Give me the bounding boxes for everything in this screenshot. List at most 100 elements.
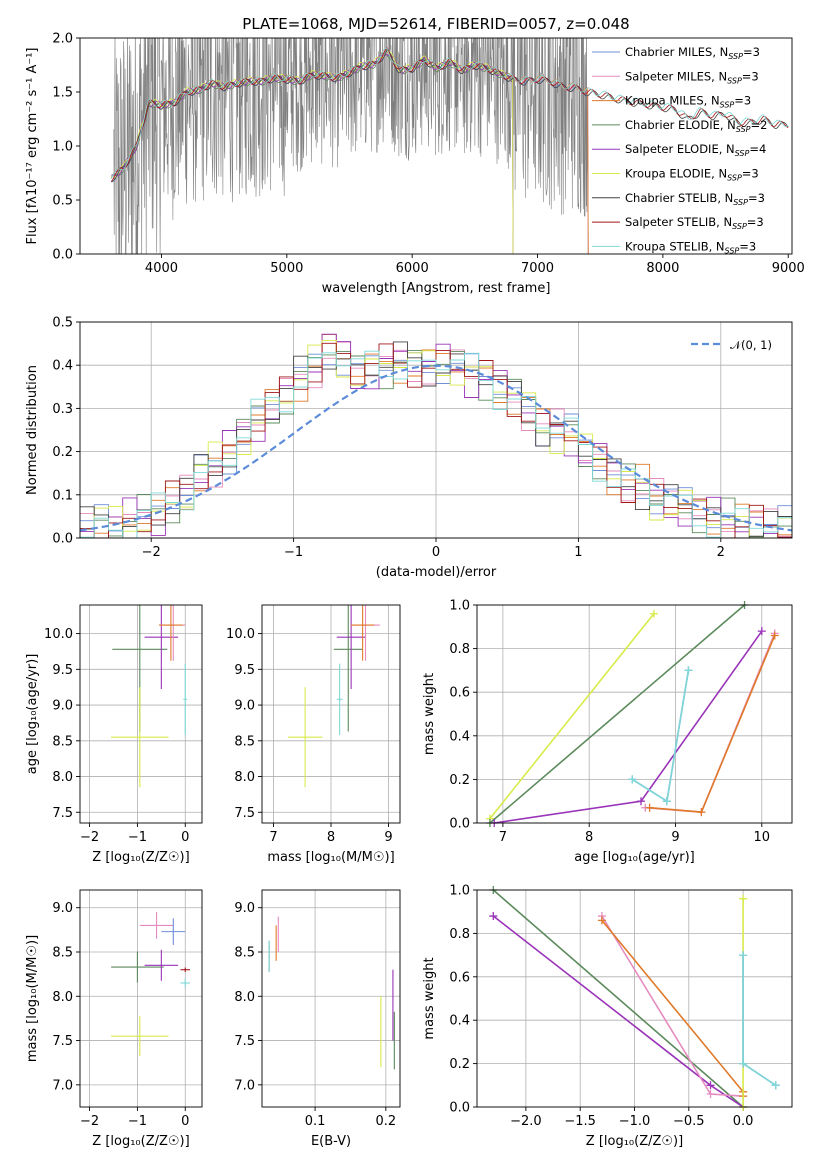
x-tick-label: 7 — [499, 830, 507, 845]
x-axis-label: Z [log₁₀(Z/Z☉)] — [92, 1134, 189, 1149]
panel-7: 0.1 0.2 7.0 7.5 8.0 8.5 9.0 E(B-V) — [234, 889, 401, 1149]
y-axis-label: mass weight — [422, 673, 437, 755]
plot-area — [111, 605, 188, 788]
marker-plus — [649, 609, 658, 618]
legend-label: Chabrier ELODIE, NSSP=2 — [625, 118, 767, 134]
y-tick-label: 0.4 — [449, 729, 470, 744]
y-tick-label: 0.5 — [52, 316, 73, 331]
series-kroupa-elodie — [489, 613, 655, 820]
y-tick-label: 8.5 — [234, 734, 255, 749]
y-tick-label: 0.8 — [449, 927, 470, 942]
y-tick-label: 9.0 — [234, 699, 255, 714]
x-tick-label: 10 — [754, 830, 771, 845]
y-axis-label: age [log₁₀(age/yr)] — [25, 654, 40, 775]
panel-1: 4000 5000 6000 7000 8000 9000 0.0 0.5 1.0 1.5 2.0 w… — [25, 32, 805, 297]
model-chabrier-stelib — [111, 49, 789, 182]
x-tick-label: 0 — [181, 1114, 189, 1129]
x-tick-label: −2 — [142, 545, 161, 560]
y-tick-label: 7.5 — [52, 806, 73, 821]
x-tick-label: −1.5 — [564, 1114, 596, 1129]
legend-label: Salpeter STELIB, NSSP=3 — [625, 215, 764, 231]
plot-area — [268, 916, 395, 1070]
x-tick-label: −2 — [80, 1114, 99, 1129]
marker-plus — [684, 666, 693, 675]
series-salpeter-miles — [645, 632, 776, 813]
x-tick-label: 5000 — [270, 261, 303, 276]
legend-label: 𝒩(0, 1) — [730, 338, 772, 352]
panel-8: −2.0 −1.5 −1.0 −0.5 0.0 0.0 0.2 0.4 0.6 0.8 1.0 Z [… — [422, 884, 793, 1149]
marker-plus — [597, 916, 606, 925]
x-axis-label: mass [log₁₀(M/M☉)] — [267, 850, 394, 865]
gaussian-curve — [80, 364, 792, 532]
marker-plus — [706, 1081, 715, 1090]
series-salpeter-elodie — [492, 915, 744, 1108]
y-tick-label: 9.0 — [52, 699, 73, 714]
y-tick-label: 9.5 — [234, 663, 255, 678]
y-tick-label: 1.0 — [449, 884, 470, 899]
plot-area — [287, 605, 380, 788]
y-tick-label: 0.4 — [52, 359, 73, 374]
x-tick-label: −1 — [284, 545, 303, 560]
model-kroupa-stelib — [110, 48, 789, 180]
legend-label: Kroupa MILES, NSSP=3 — [625, 94, 751, 110]
y-tick-label: 0.6 — [449, 686, 470, 701]
x-tick-label: 8000 — [646, 261, 679, 276]
legend-label: Kroupa STELIB, NSSP=3 — [625, 239, 756, 255]
y-tick-label: 0.4 — [449, 1014, 470, 1029]
x-tick-label: 4000 — [145, 261, 178, 276]
x-tick-label: 2 — [717, 545, 725, 560]
axes-frame — [79, 604, 203, 824]
y-tick-label: 0.2 — [449, 773, 470, 788]
x-tick-label: 9000 — [772, 261, 805, 276]
y-tick-label: 0.0 — [449, 1101, 470, 1116]
y-tick-label: 9.5 — [52, 663, 73, 678]
x-tick-label: 9 — [384, 830, 392, 845]
y-tick-label: 7.5 — [234, 1034, 255, 1049]
x-tick-label: 0 — [181, 830, 189, 845]
marker-plus — [739, 1059, 748, 1068]
x-tick-label: −2 — [80, 830, 99, 845]
axes-frame — [476, 604, 793, 824]
x-tick-label: 8 — [585, 830, 593, 845]
x-tick-label: 0.2 — [376, 1114, 397, 1129]
y-tick-label: 0.0 — [52, 248, 73, 263]
y-tick-label: 7.5 — [234, 806, 255, 821]
marker-plus — [739, 951, 748, 960]
marker-plus — [757, 627, 766, 636]
y-tick-label: 1.5 — [52, 86, 73, 101]
panel-3: −2 −1 0 7.5 8.0 8.5 9.0 9.5 10.0 Z [log₁₀(Z/Z☉)] a… — [25, 604, 203, 865]
series-kroupa-miles — [649, 635, 776, 813]
model-kroupa-elodie — [111, 50, 514, 254]
marker-plus — [771, 1081, 780, 1090]
y-tick-label: 0.5 — [52, 194, 73, 209]
y-tick-label: 0.8 — [449, 642, 470, 657]
x-axis-label: age [log₁₀(age/yr)] — [574, 850, 695, 865]
x-tick-label: −2.0 — [510, 1114, 542, 1129]
x-axis-label: (data-model)/error — [376, 565, 497, 580]
panel-6: −2 −1 0 7.0 7.5 8.0 8.5 9.0 Z [log₁₀(Z/Z☉)] mass … — [25, 889, 203, 1149]
observed-spectrum — [113, 38, 589, 254]
y-tick-label: 0.1 — [52, 488, 73, 503]
plot-area — [110, 38, 789, 254]
y-tick-label: 9.0 — [234, 901, 255, 916]
y-tick-label: 8.5 — [52, 946, 73, 961]
plot-area — [111, 912, 191, 1057]
marker-plus — [636, 797, 645, 806]
y-tick-label: 8.5 — [234, 946, 255, 961]
panel-2: −2 −1 0 1 2 0.0 0.1 0.2 0.3 0.4 0.5 (data-model)/er… — [25, 316, 793, 580]
y-tick-label: 8.0 — [52, 770, 73, 785]
series-salpeter-elodie — [494, 630, 763, 824]
x-tick-label: −1 — [128, 830, 147, 845]
x-tick-label: −1.0 — [619, 1114, 651, 1129]
axes-frame — [79, 37, 793, 255]
histogram-salpeter-stelib — [80, 342, 792, 538]
y-tick-label: 8.0 — [52, 990, 73, 1005]
marker-plus — [662, 797, 671, 806]
y-tick-label: 1.0 — [449, 599, 470, 614]
y-tick-label: 8.5 — [52, 734, 73, 749]
marker-plus — [739, 894, 748, 903]
x-tick-label: 0.1 — [305, 1114, 326, 1129]
x-tick-label: 9 — [671, 830, 679, 845]
legend-label: Kroupa ELODIE, NSSP=3 — [625, 167, 759, 183]
